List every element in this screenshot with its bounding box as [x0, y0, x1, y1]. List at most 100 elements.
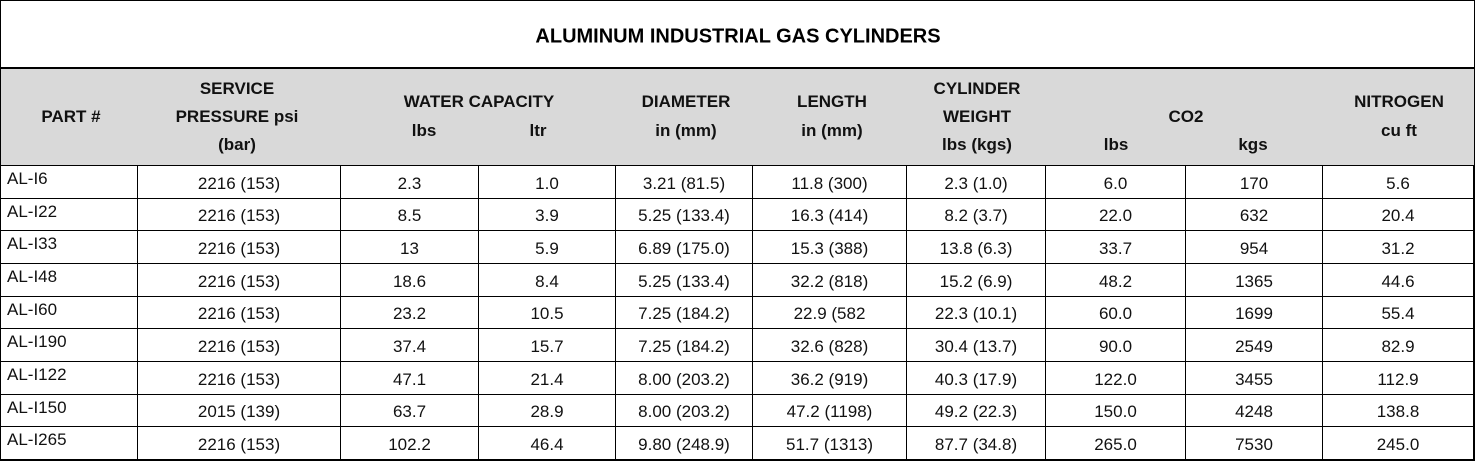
table-cell: 6.89 (175.0) — [616, 231, 753, 264]
part-number: AL-I48 — [7, 267, 58, 286]
table-cell: 2216 (153) — [138, 231, 341, 264]
cell-value: 44.6 — [1381, 271, 1415, 291]
cell-value: 3455 — [1235, 369, 1273, 389]
table-cell: 2.3 — [341, 166, 479, 199]
table-cell: 36.2 (919) — [753, 362, 907, 395]
table-cell: 9.80 (248.9) — [616, 427, 753, 460]
cell-value: 10.5 — [530, 304, 564, 324]
header-label: WEIGHT — [943, 107, 1011, 126]
cell-value: 2216 (153) — [197, 369, 281, 389]
cell-value: 632 — [1239, 206, 1269, 226]
table-cell: 170 — [1186, 166, 1323, 199]
table-cell: 632 — [1186, 198, 1323, 232]
table-cell: 18.6 — [341, 264, 479, 297]
table-cell: 47.1 — [341, 362, 479, 395]
table-cell: 8.4 — [479, 264, 616, 297]
cell-value: 23.2 — [392, 304, 427, 324]
cell-value: 6.89 (175.0) — [638, 239, 730, 259]
cell-value: 5.9 — [535, 239, 559, 259]
table-cell: 30.4 (13.7) — [907, 329, 1046, 362]
table-cell: 33.7 — [1046, 231, 1186, 264]
table-cell: 13.8 (6.3) — [907, 231, 1046, 264]
table-cell: 15.2 (6.9) — [907, 264, 1046, 297]
table-cell: 3.21 (81.5) — [616, 166, 753, 199]
header-label: cu ft — [1381, 121, 1417, 140]
table-title: ALUMINUM INDUSTRIAL GAS CYLINDERS — [535, 25, 941, 48]
header-label: ltr — [529, 121, 547, 140]
cell-value: 46.4 — [530, 435, 564, 455]
table-cell: AL-I190 — [1, 329, 138, 362]
part-number: AL-I33 — [7, 234, 58, 254]
cell-value: 8.00 (203.2) — [638, 369, 730, 389]
cell-value: 37.4 — [392, 337, 427, 357]
cell-value: 5.25 (133.4) — [638, 206, 730, 226]
cell-value: 150.0 — [1094, 402, 1137, 422]
cell-value: 49.2 (22.3) — [934, 402, 1018, 422]
cell-value: 20.4 — [1381, 206, 1415, 226]
cell-value: 138.8 — [1376, 402, 1420, 422]
cell-value: 4248 — [1235, 402, 1273, 422]
header-label: PART # — [41, 107, 101, 126]
header-label: in (mm) — [801, 121, 863, 140]
cell-value: 2.3 (1.0) — [944, 173, 1008, 193]
cell-value: 2.3 — [397, 173, 422, 193]
table-cell: 47.2 (1198) — [753, 394, 907, 428]
table-cell: 2216 (153) — [138, 198, 341, 232]
cell-value: 7530 — [1235, 435, 1273, 455]
table-cell: 60.0 — [1046, 296, 1186, 330]
cell-value: 87.7 (34.8) — [934, 435, 1018, 455]
cell-value: 32.6 (828) — [790, 337, 869, 357]
table-cell: 28.9 — [479, 394, 616, 428]
cell-value: 31.2 — [1381, 239, 1415, 259]
part-number: AL-I150 — [7, 397, 67, 417]
header-label: lbs — [1103, 135, 1129, 154]
table-cell: 90.0 — [1046, 329, 1186, 362]
table-cell: 2216 (153) — [138, 264, 341, 297]
table-cell: 51.7 (1313) — [753, 427, 907, 460]
header-label: WATER CAPACITY — [403, 92, 555, 111]
cell-value: 15.7 — [530, 337, 564, 357]
table-cell: 8.5 — [341, 198, 479, 232]
cell-value: 55.4 — [1381, 304, 1415, 324]
table-cell: 954 — [1186, 231, 1323, 264]
cell-value: 1699 — [1235, 304, 1273, 324]
cell-value: 170 — [1239, 173, 1269, 193]
cell-value: 122.0 — [1094, 369, 1137, 389]
table-cell: 3.9 — [479, 198, 616, 232]
cell-value: 30.4 (13.7) — [934, 337, 1018, 357]
cell-value: 47.2 (1198) — [786, 402, 873, 422]
part-number: AL-I122 — [7, 365, 67, 384]
table-cell: 2216 (153) — [138, 329, 341, 362]
part-number: AL-I22 — [7, 201, 58, 221]
table-cell: 1.0 — [479, 166, 616, 199]
cell-value: 16.3 (414) — [790, 206, 869, 226]
table-cell: 4248 — [1186, 394, 1323, 428]
cell-value: 51.7 (1313) — [786, 435, 873, 455]
cell-value: 22.9 (582 — [793, 304, 866, 324]
table-cell: AL-I60 — [1, 296, 138, 330]
table-cell: 32.2 (818) — [753, 264, 907, 297]
cell-value: 1365 — [1235, 271, 1273, 291]
table-cell: AL-I122 — [1, 362, 138, 395]
table-cell: 265.0 — [1046, 427, 1186, 460]
cell-value: 8.00 (203.2) — [638, 402, 730, 422]
cell-value: 3.9 — [535, 206, 559, 226]
table-cell: 63.7 — [341, 394, 479, 428]
table-cell: 5.6 — [1323, 166, 1474, 199]
table-cell: AL-I22 — [1, 198, 138, 232]
cell-value: 5.25 (133.4) — [638, 271, 730, 291]
table-cell: 87.7 (34.8) — [907, 427, 1046, 460]
cell-value: 102.2 — [388, 435, 431, 455]
header-label: LENGTH — [797, 92, 867, 111]
header-row — [1, 67, 1474, 166]
table-cell: 2216 (153) — [138, 427, 341, 460]
cell-value: 245.0 — [1376, 435, 1420, 455]
cell-value: 2216 (153) — [197, 337, 281, 357]
table-cell: 22.3 (10.1) — [907, 296, 1046, 330]
cell-value: 47.1 — [392, 369, 427, 389]
cell-value: 2015 (139) — [197, 402, 281, 422]
table-cell: 55.4 — [1323, 296, 1474, 330]
table-cell: 138.8 — [1323, 394, 1474, 428]
table-cell: 5.25 (133.4) — [616, 198, 753, 232]
